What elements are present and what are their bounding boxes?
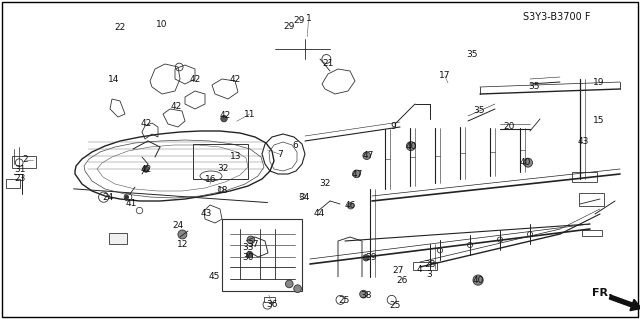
Text: 29: 29 <box>294 16 305 25</box>
Text: 28: 28 <box>424 260 436 269</box>
Bar <box>6 179 20 188</box>
Bar <box>109 233 127 244</box>
Bar <box>193 144 248 179</box>
Text: 33: 33 <box>243 243 254 252</box>
Text: 21: 21 <box>322 59 333 68</box>
Circle shape <box>125 195 129 199</box>
Text: 42: 42 <box>170 102 182 111</box>
Text: 36: 36 <box>266 300 278 309</box>
Text: 42: 42 <box>140 119 152 128</box>
Text: 10: 10 <box>156 20 167 29</box>
Circle shape <box>360 290 367 298</box>
Text: 7: 7 <box>278 150 283 159</box>
Text: 41: 41 <box>125 199 137 208</box>
Text: 47: 47 <box>351 170 363 179</box>
Text: 6: 6 <box>293 141 298 150</box>
Text: 40: 40 <box>405 142 417 151</box>
Text: 3: 3 <box>426 271 431 279</box>
Text: 35: 35 <box>529 82 540 91</box>
Text: 37: 37 <box>247 241 259 249</box>
Text: 15: 15 <box>593 116 604 125</box>
Text: 22: 22 <box>115 23 126 32</box>
Text: 42: 42 <box>220 111 231 120</box>
Text: 17: 17 <box>439 71 451 80</box>
Text: 1: 1 <box>306 14 311 23</box>
Text: 42: 42 <box>140 165 152 174</box>
Text: 34: 34 <box>298 193 310 202</box>
Text: 12: 12 <box>177 241 188 249</box>
Bar <box>264 297 275 302</box>
Text: 9: 9 <box>391 122 396 131</box>
Text: 19: 19 <box>593 78 604 87</box>
Bar <box>572 172 597 182</box>
Circle shape <box>363 255 369 261</box>
Text: 40: 40 <box>519 158 531 167</box>
Text: 44: 44 <box>313 209 324 218</box>
Circle shape <box>178 230 187 239</box>
Text: 46: 46 <box>345 201 356 210</box>
Text: 45: 45 <box>209 272 220 281</box>
FancyArrow shape <box>609 295 640 311</box>
Text: 23: 23 <box>15 174 26 182</box>
Text: S3Y3-B3700 F: S3Y3-B3700 F <box>523 11 591 22</box>
Text: 2: 2 <box>23 155 28 164</box>
Text: 32: 32 <box>319 179 331 188</box>
Text: 43: 43 <box>578 137 589 146</box>
Circle shape <box>294 285 301 293</box>
Text: 38: 38 <box>360 291 372 300</box>
Bar <box>12 156 36 168</box>
Text: 35: 35 <box>473 106 484 115</box>
Text: 32: 32 <box>217 164 228 173</box>
Bar <box>222 219 302 291</box>
Text: 24: 24 <box>172 221 184 230</box>
Circle shape <box>363 152 371 160</box>
Circle shape <box>353 170 360 178</box>
Text: 26: 26 <box>396 276 408 285</box>
Circle shape <box>524 158 532 167</box>
Bar <box>413 262 437 270</box>
Text: 13: 13 <box>230 152 241 161</box>
Text: 24: 24 <box>102 193 113 202</box>
Circle shape <box>473 275 483 285</box>
Circle shape <box>247 236 255 244</box>
Circle shape <box>348 203 354 209</box>
Text: 16: 16 <box>205 175 217 184</box>
Circle shape <box>285 280 293 288</box>
Bar <box>579 193 604 206</box>
Circle shape <box>406 142 415 151</box>
Text: 29: 29 <box>284 22 295 31</box>
Text: 30: 30 <box>243 253 254 262</box>
Text: 31: 31 <box>15 165 26 174</box>
Text: 47: 47 <box>362 151 374 160</box>
Text: 25: 25 <box>390 301 401 310</box>
Text: 42: 42 <box>189 75 201 84</box>
Text: 4: 4 <box>417 265 422 274</box>
Circle shape <box>221 115 227 122</box>
Text: FR.: FR. <box>592 288 612 298</box>
Text: 43: 43 <box>200 209 212 218</box>
Circle shape <box>143 166 149 172</box>
Bar <box>582 230 602 236</box>
Text: 39: 39 <box>365 253 377 262</box>
Text: 20: 20 <box>503 122 515 130</box>
Text: 27: 27 <box>392 266 404 275</box>
Text: 18: 18 <box>217 186 228 195</box>
Circle shape <box>246 251 253 258</box>
Text: 35: 35 <box>467 50 478 59</box>
Text: 11: 11 <box>244 110 255 119</box>
Text: 40: 40 <box>473 276 484 285</box>
Text: 42: 42 <box>230 75 241 84</box>
Text: 25: 25 <box>339 296 350 305</box>
Text: 14: 14 <box>108 75 120 84</box>
